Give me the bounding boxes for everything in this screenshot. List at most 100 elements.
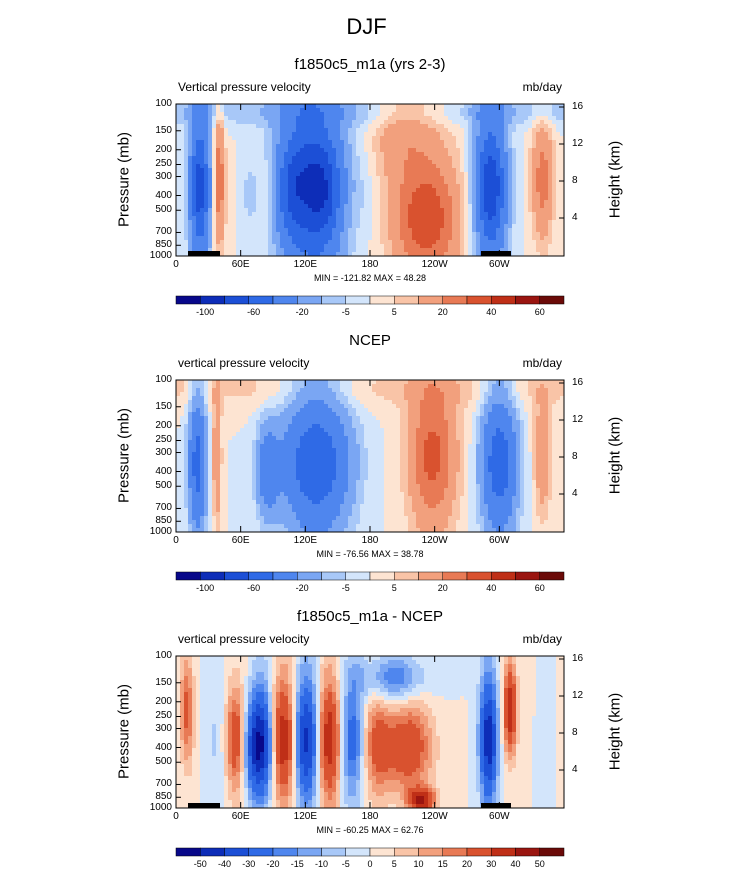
heatmap-cell (340, 172, 345, 177)
heatmap-cell (524, 192, 529, 197)
heatmap-cell (404, 140, 409, 145)
heatmap-cell (368, 388, 373, 393)
heatmap-cell (300, 172, 305, 177)
heatmap-cell (344, 172, 349, 177)
heatmap-cell (520, 192, 525, 197)
heatmap-cell (440, 380, 445, 385)
heatmap-cell (448, 208, 453, 213)
heatmap-cell (416, 152, 421, 157)
heatmap-cell (292, 160, 297, 165)
heatmap-cell (248, 228, 253, 233)
heatmap-cell (216, 104, 221, 109)
heatmap-cell (448, 200, 453, 205)
heatmap-cell (232, 424, 237, 429)
heatmap-cell (264, 244, 269, 249)
heatmap-cell (440, 244, 445, 249)
heatmap-cell (452, 192, 457, 197)
heatmap-cell (404, 408, 409, 413)
heatmap-cell (452, 408, 457, 413)
heatmap-cell (524, 420, 529, 425)
heatmap-cell (472, 384, 477, 389)
heatmap-cell (320, 212, 325, 217)
heatmap-cell (336, 116, 341, 121)
heatmap-cell (316, 172, 321, 177)
heatmap-cell (224, 404, 229, 409)
heatmap-cell (304, 156, 309, 161)
heatmap-cell (356, 208, 361, 213)
heatmap-cell (268, 396, 273, 401)
heatmap-cell (304, 232, 309, 237)
heatmap-cell (268, 388, 273, 393)
heatmap-cell (444, 392, 449, 397)
heatmap-cell (316, 388, 321, 393)
heatmap-cell (332, 120, 337, 125)
heatmap-cell (408, 388, 413, 393)
heatmap-cell (300, 184, 305, 189)
heatmap-cell (388, 400, 393, 405)
heatmap-cell (436, 108, 441, 113)
heatmap-cell (264, 200, 269, 205)
heatmap-cell (396, 384, 401, 389)
heatmap-cell (532, 404, 537, 409)
heatmap-cell (248, 204, 253, 209)
heatmap-cell (420, 124, 425, 129)
heatmap-cell (456, 148, 461, 153)
heatmap-cell (512, 172, 517, 177)
heatmap-cell (560, 420, 565, 425)
heatmap-cell (352, 164, 357, 169)
heatmap-cell (440, 400, 445, 405)
heatmap-cell (284, 388, 289, 393)
heatmap-cell (512, 388, 517, 393)
heatmap-cell (332, 408, 337, 413)
heatmap-cell (244, 416, 249, 421)
heatmap-cell (376, 160, 381, 165)
heatmap-cell (332, 144, 337, 149)
heatmap-cell (444, 420, 449, 425)
heatmap-cell (296, 236, 301, 241)
heatmap-cell (268, 412, 273, 417)
heatmap-cell (540, 404, 545, 409)
heatmap-cell (340, 244, 345, 249)
heatmap-cell (304, 112, 309, 117)
heatmap-cell (540, 104, 545, 109)
heatmap-cell (188, 172, 193, 177)
heatmap-cell (384, 168, 389, 173)
heatmap-cell (308, 416, 313, 421)
heatmap-cell (388, 380, 393, 385)
heatmap-cell (364, 420, 369, 425)
heatmap-cell (360, 232, 365, 237)
heatmap-cell (512, 132, 517, 137)
heatmap-cell (300, 420, 305, 425)
heatmap-cell (176, 248, 181, 253)
heatmap-cell (408, 204, 413, 209)
heatmap-cell (248, 232, 253, 237)
heatmap-cell (212, 188, 217, 193)
heatmap-cell (444, 176, 449, 181)
heatmap-cell (232, 392, 237, 397)
heatmap-cell (364, 168, 369, 173)
heatmap-cell (288, 392, 293, 397)
heatmap-cell (188, 388, 193, 393)
heatmap-cell (276, 164, 281, 169)
heatmap-cell (488, 180, 493, 185)
heatmap-cell (252, 184, 257, 189)
heatmap-cell (532, 112, 537, 117)
heatmap-cell (180, 232, 185, 237)
heatmap-cell (460, 228, 465, 233)
heatmap-cell (340, 184, 345, 189)
heatmap-cell (272, 396, 277, 401)
heatmap-cell (412, 208, 417, 213)
heatmap-cell (332, 236, 337, 241)
heatmap-cell (512, 204, 517, 209)
heatmap-cell (232, 140, 237, 145)
heatmap-cell (396, 236, 401, 241)
heatmap-cell (264, 420, 269, 425)
heatmap-cell (500, 236, 505, 241)
heatmap-cell (540, 248, 545, 253)
heatmap-cell (460, 404, 465, 409)
heatmap-cell (556, 152, 561, 157)
heatmap-cell (264, 124, 269, 129)
heatmap-cell (176, 244, 181, 249)
heatmap-cell (232, 248, 237, 253)
heatmap-cell (348, 244, 353, 249)
